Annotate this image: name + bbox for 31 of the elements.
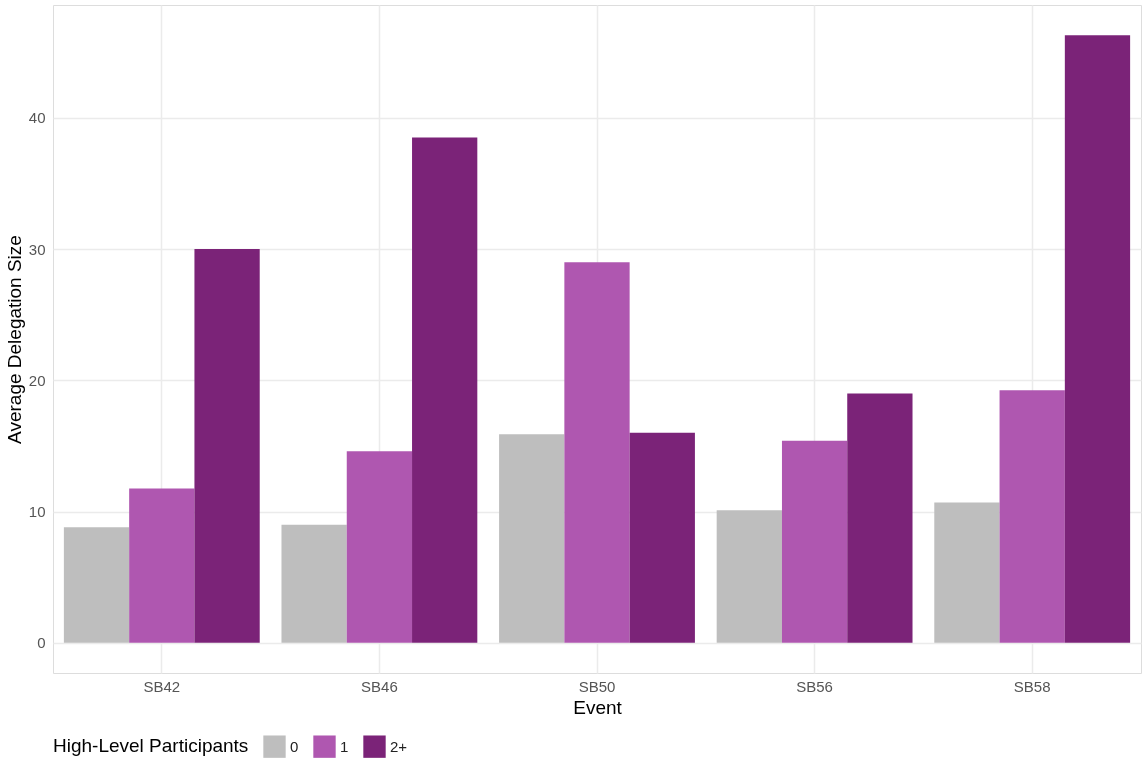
y-tick-label: 30	[28, 240, 46, 258]
bar	[716, 510, 782, 643]
bar	[847, 393, 913, 643]
y-tick-label: 10	[28, 503, 46, 521]
x-tick-label: SB42	[143, 677, 181, 695]
y-tick-label: 20	[28, 371, 46, 389]
y-tick-label: 0	[37, 634, 46, 652]
legend-title: High-Level Participants	[53, 735, 249, 756]
bar	[63, 527, 130, 643]
x-tick-label: SB56	[796, 677, 833, 695]
x-tick-label: SB58	[1013, 677, 1051, 695]
bar	[346, 451, 413, 643]
bar	[629, 432, 695, 643]
legend-label: 2+	[390, 737, 408, 755]
x-axis-title: Event	[573, 696, 623, 718]
bar	[1064, 35, 1131, 643]
bar	[564, 262, 630, 643]
legend-label: 1	[340, 737, 349, 755]
bar	[499, 434, 565, 643]
bar	[781, 440, 848, 643]
y-tick-label: 40	[28, 109, 46, 127]
bar	[194, 249, 260, 643]
bar	[934, 502, 1000, 643]
x-tick-label: SB50	[578, 677, 616, 695]
legend-label: 0	[290, 737, 299, 755]
bar	[412, 137, 478, 643]
bar	[281, 524, 347, 643]
y-axis-title: Average Delegation Size	[3, 235, 25, 444]
bar	[999, 390, 1065, 643]
bar	[129, 488, 195, 643]
x-tick-label: SB46	[361, 677, 398, 695]
